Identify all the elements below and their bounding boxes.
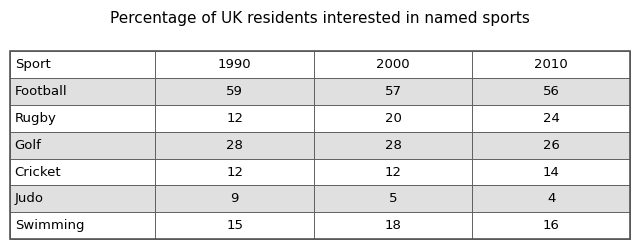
Text: 12: 12 [226,165,243,179]
Bar [10,185,156,212]
Text: 56: 56 [543,85,560,98]
Bar [156,51,314,78]
Text: 12: 12 [226,112,243,125]
Bar [156,132,314,159]
Bar [314,159,472,185]
Text: 26: 26 [543,139,560,152]
Text: 5: 5 [388,192,397,205]
Text: Percentage of UK residents interested in named sports: Percentage of UK residents interested in… [110,11,530,26]
Bar [472,51,630,78]
Text: Swimming: Swimming [15,219,84,232]
Bar [156,212,314,239]
Text: Golf: Golf [15,139,42,152]
Text: Sport: Sport [15,58,51,71]
Bar [472,78,630,105]
Bar [472,212,630,239]
Bar [314,132,472,159]
Bar [156,159,314,185]
Text: Cricket: Cricket [15,165,61,179]
Bar [472,159,630,185]
Text: 1990: 1990 [218,58,252,71]
Text: 20: 20 [385,112,401,125]
Bar [10,159,156,185]
Text: 14: 14 [543,165,560,179]
Bar [156,185,314,212]
Bar [10,132,156,159]
Text: 57: 57 [385,85,401,98]
Text: 4: 4 [547,192,556,205]
Text: 59: 59 [226,85,243,98]
Text: 2000: 2000 [376,58,410,71]
Text: 9: 9 [230,192,239,205]
Text: Football: Football [15,85,67,98]
Bar [10,212,156,239]
Bar [10,51,630,239]
Bar [314,78,472,105]
Text: Judo: Judo [15,192,44,205]
Text: 28: 28 [385,139,401,152]
Bar [314,105,472,132]
Text: 2010: 2010 [534,58,568,71]
Text: 15: 15 [226,219,243,232]
Bar [314,51,472,78]
Bar [156,78,314,105]
Text: 28: 28 [226,139,243,152]
Bar [472,185,630,212]
Bar [314,212,472,239]
Bar [10,51,156,78]
Text: 24: 24 [543,112,560,125]
Text: 12: 12 [385,165,401,179]
Bar [10,105,156,132]
Text: 16: 16 [543,219,560,232]
Text: Rugby: Rugby [15,112,56,125]
Text: 18: 18 [385,219,401,232]
Bar [314,185,472,212]
Bar [156,105,314,132]
Bar [472,132,630,159]
Bar [10,78,156,105]
Bar [472,105,630,132]
